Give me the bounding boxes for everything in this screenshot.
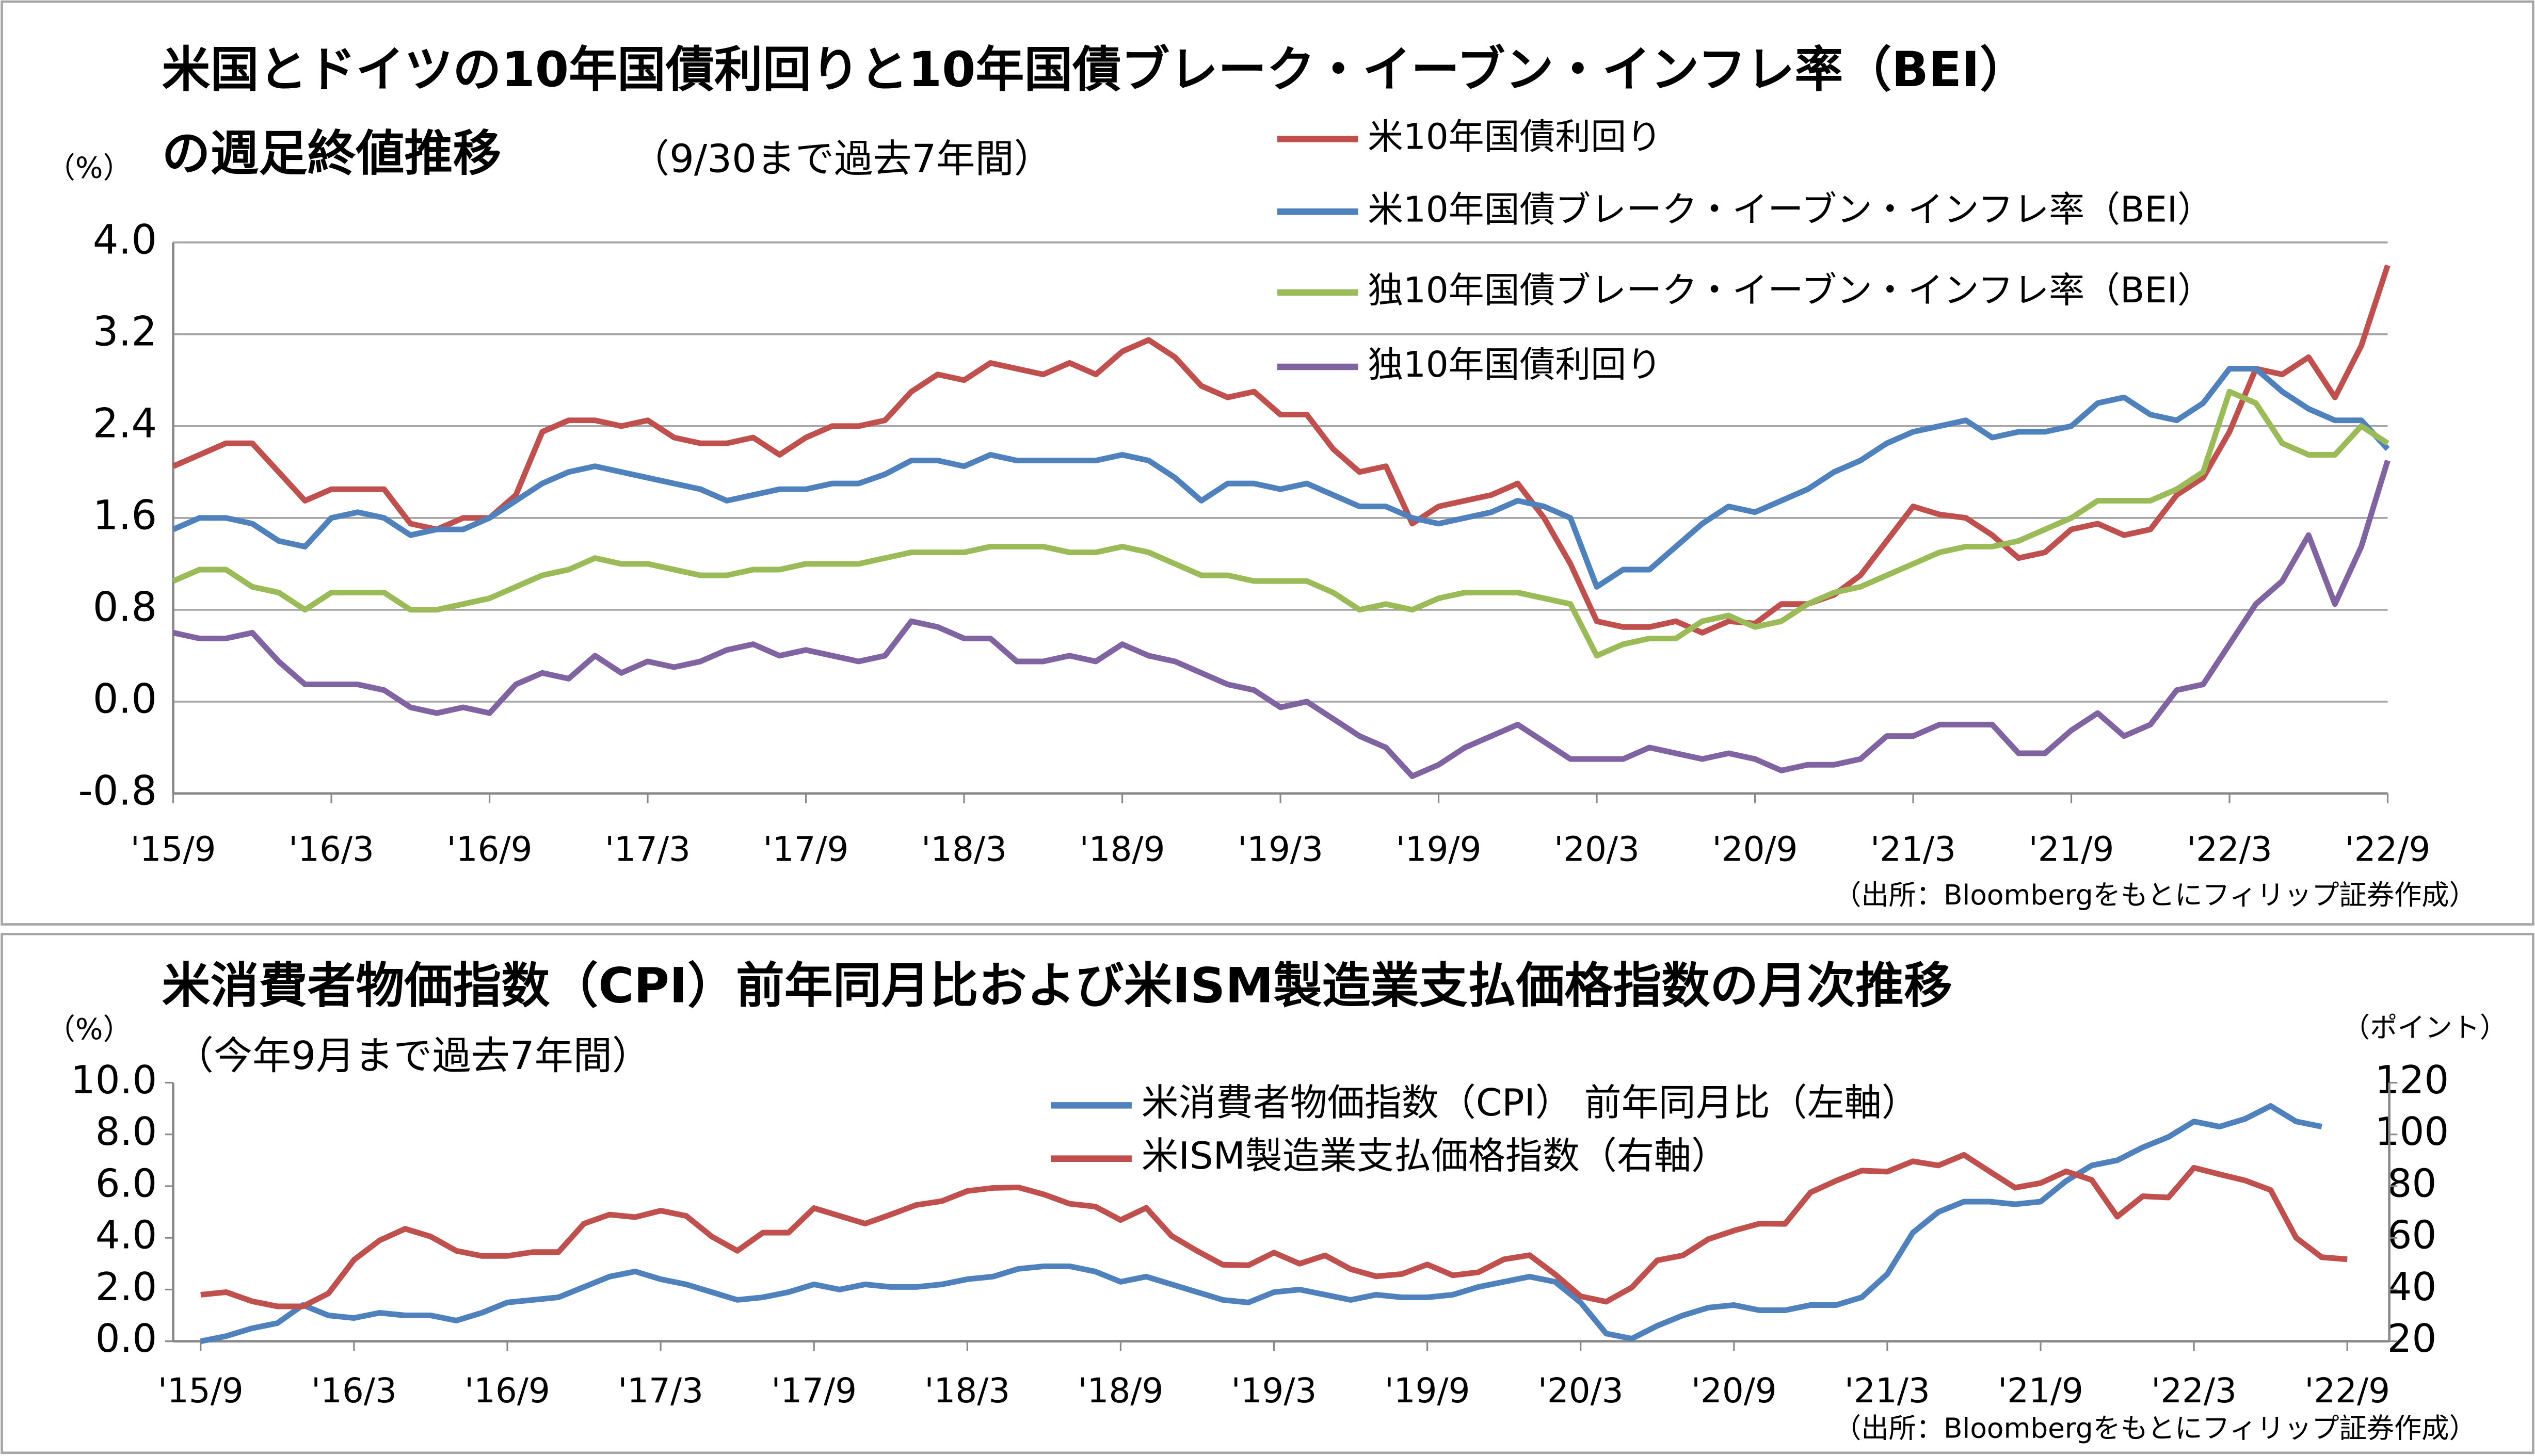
- x-tick-label: '18/9: [1078, 1371, 1164, 1411]
- y-tick-label: 6.0: [95, 1160, 157, 1206]
- x-tick-label: '19/9: [1396, 830, 1482, 869]
- legend-label: 米ISM製造業支払価格指数（右軸）: [1142, 1134, 1728, 1177]
- y-tick-label: 4.0: [93, 216, 157, 263]
- x-tick-label: '20/3: [1538, 1371, 1624, 1411]
- series-line: [172, 389, 2389, 659]
- legend-label: 米消費者物価指数（CPI） 前年同月比（左軸）: [1142, 1081, 1919, 1124]
- chart-subtitle: （9/30まで過去7年間）: [631, 136, 1053, 182]
- x-tick-label: '15/9: [158, 1371, 244, 1411]
- series-line: [200, 1103, 2322, 1344]
- x-tick-label: '19/9: [1385, 1371, 1470, 1411]
- x-tick-label: '22/9: [2345, 830, 2431, 869]
- y-tick-label: 8.0: [95, 1109, 157, 1154]
- x-tick-label: '17/3: [618, 1371, 703, 1411]
- x-tick-label: '16/3: [288, 830, 374, 869]
- panel-frame: [1, 0, 2534, 926]
- y-tick-label: 2.0: [95, 1264, 157, 1309]
- y-axis-unit: （%）: [46, 1013, 132, 1046]
- x-tick-label: '17/9: [771, 1371, 857, 1411]
- x-tick-label: '17/9: [763, 830, 849, 869]
- series-line: [172, 459, 2390, 779]
- y2-tick-label: 40: [2387, 1264, 2437, 1309]
- x-tick-label: '21/9: [1998, 1371, 2083, 1411]
- panel-frame: [1, 932, 2534, 1454]
- chart-title: 米国とドイツの10年国債利回りと10年国債ブレーク・イーブン・インフレ率（BEI…: [162, 42, 2028, 98]
- x-tick-label: '20/9: [1712, 830, 1798, 869]
- y2-axis-unit: （ポイント）: [2343, 1012, 2507, 1044]
- x-tick-label: '18/9: [1080, 830, 1165, 869]
- y-tick-label: 0.0: [95, 1316, 157, 1361]
- y-tick-label: 2.4: [93, 400, 157, 447]
- legend-label: 独10年国債ブレーク・イーブン・インフレ率（BEI）: [1368, 270, 2213, 311]
- x-tick-label: '21/3: [1844, 1371, 1930, 1411]
- x-tick-label: '18/3: [924, 1371, 1010, 1411]
- y2-tick-label: 80: [2387, 1160, 2437, 1206]
- x-tick-label: '16/3: [311, 1371, 397, 1411]
- x-tick-label: '20/3: [1554, 830, 1640, 869]
- chart-title: の週足終値推移: [162, 126, 502, 182]
- x-tick-label: '16/9: [464, 1371, 550, 1411]
- series-line: [172, 264, 2390, 636]
- x-tick-label: '21/9: [2029, 830, 2114, 869]
- x-tick-label: '15/9: [131, 830, 216, 869]
- y2-tick-label: 120: [2375, 1057, 2449, 1103]
- y-tick-label: 4.0: [95, 1212, 157, 1258]
- x-tick-label: '18/3: [921, 830, 1007, 869]
- x-tick-label: '19/3: [1238, 830, 1323, 869]
- legend-label: 独10年国債利回り: [1368, 344, 1662, 385]
- x-tick-label: '16/9: [447, 830, 533, 869]
- y-tick-label: 0.0: [93, 675, 157, 722]
- x-tick-label: '22/3: [2187, 830, 2272, 869]
- y-tick-label: 3.2: [93, 308, 157, 355]
- source-note: （出所：Bloombergをもとにフィリップ証券作成）: [1834, 879, 2477, 911]
- legend-label: 米10年国債ブレーク・イーブン・インフレ率（BEI）: [1368, 189, 2213, 230]
- x-tick-label: '21/3: [1870, 830, 1956, 869]
- x-tick-label: '22/9: [2304, 1371, 2390, 1411]
- y-tick-label: 1.6: [93, 492, 157, 539]
- x-tick-label: '17/3: [605, 830, 691, 869]
- series-line: [200, 1152, 2348, 1309]
- x-tick-label: '22/3: [2151, 1371, 2237, 1411]
- chart-subtitle: （今年9月まで過去7年間）: [175, 1033, 651, 1078]
- y2-tick-label: 60: [2387, 1212, 2437, 1258]
- y-tick-label: 10.0: [71, 1057, 157, 1103]
- y2-tick-label: 20: [2387, 1316, 2437, 1361]
- chart-title: 米消費者物価指数（CPI）前年同月比および米ISM製造業支払価格指数の月次推移: [162, 958, 1952, 1014]
- legend-label: 米10年国債利回り: [1368, 116, 1662, 157]
- y-tick-label: -0.8: [78, 767, 157, 814]
- y-tick-label: 0.8: [93, 584, 157, 630]
- y-axis-unit: （%）: [46, 151, 132, 185]
- x-tick-label: '19/3: [1231, 1371, 1317, 1411]
- x-tick-label: '20/9: [1691, 1371, 1777, 1411]
- y2-tick-label: 100: [2375, 1109, 2449, 1154]
- series-line: [172, 366, 2390, 590]
- source-note: （出所：Bloombergをもとにフィリップ証券作成）: [1834, 1413, 2477, 1445]
